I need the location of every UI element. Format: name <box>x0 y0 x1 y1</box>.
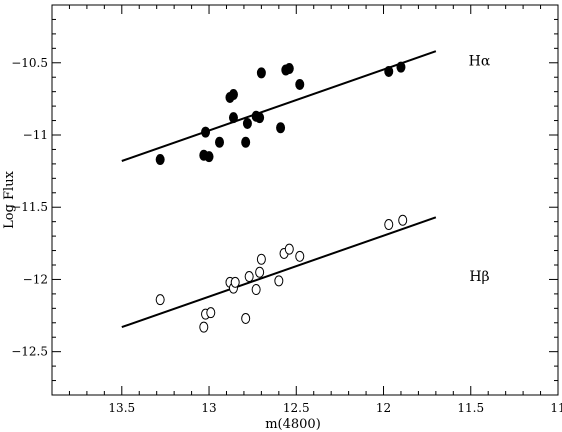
hbeta-point <box>284 243 294 255</box>
fit-line-2 <box>121 216 437 329</box>
halpha-point <box>396 61 406 73</box>
y-tick-label: −12 <box>23 272 48 286</box>
halpha-point <box>255 112 265 124</box>
plot-frame <box>51 4 559 396</box>
series-label-1: Hα <box>469 54 491 70</box>
x-axis-label: m(4800) <box>265 417 321 432</box>
hbeta-point <box>256 253 266 265</box>
hbeta-point <box>199 321 209 333</box>
halpha-point <box>284 63 294 75</box>
halpha-point <box>256 67 266 79</box>
halpha-point <box>215 136 225 148</box>
axis-ticks: 13.5 13 12.5 12 11.5 11 −10.5 −11 −11.5 −12 −12.5 <box>11 5 562 415</box>
x-tick-label: 12.5 <box>283 401 310 415</box>
x-tick-label: 13 <box>201 401 216 415</box>
halpha-point <box>242 117 252 129</box>
halpha-point <box>384 65 394 77</box>
hbeta-point <box>206 307 216 319</box>
fit-lines <box>121 50 437 329</box>
hbeta-point <box>230 276 240 288</box>
series-label-2: Hβ <box>469 269 489 285</box>
y-tick-label: −12.5 <box>11 345 48 359</box>
fit-line-1 <box>121 50 437 162</box>
x-tick-label: 11 <box>550 401 562 415</box>
hbeta-point <box>251 284 261 296</box>
hbeta-point <box>384 219 394 231</box>
halpha-point <box>155 154 165 166</box>
x-tick-label: 11.5 <box>457 401 484 415</box>
halpha-point <box>276 122 286 134</box>
y-axis-label: Log Flux <box>2 170 17 228</box>
hbeta-point <box>274 275 284 287</box>
data-points <box>155 61 408 333</box>
y-tick-label: −11.5 <box>11 200 48 214</box>
hbeta-point <box>241 312 251 324</box>
hbeta-point <box>155 294 165 306</box>
halpha-point <box>201 126 211 138</box>
halpha-point <box>228 89 238 101</box>
halpha-point <box>295 78 305 90</box>
y-tick-label: −10.5 <box>11 56 48 70</box>
x-tick-label: 12 <box>376 401 391 415</box>
series-labels: Hα Hβ <box>469 54 491 285</box>
halpha-point <box>241 136 251 148</box>
x-tick-label: 13.5 <box>108 401 135 415</box>
hbeta-point <box>398 214 408 226</box>
hbeta-point <box>244 271 254 283</box>
halpha-point <box>228 112 238 124</box>
halpha-point <box>204 151 214 163</box>
hbeta-point <box>295 250 305 262</box>
hbeta-point <box>255 266 265 278</box>
y-tick-label: −11 <box>23 128 48 142</box>
